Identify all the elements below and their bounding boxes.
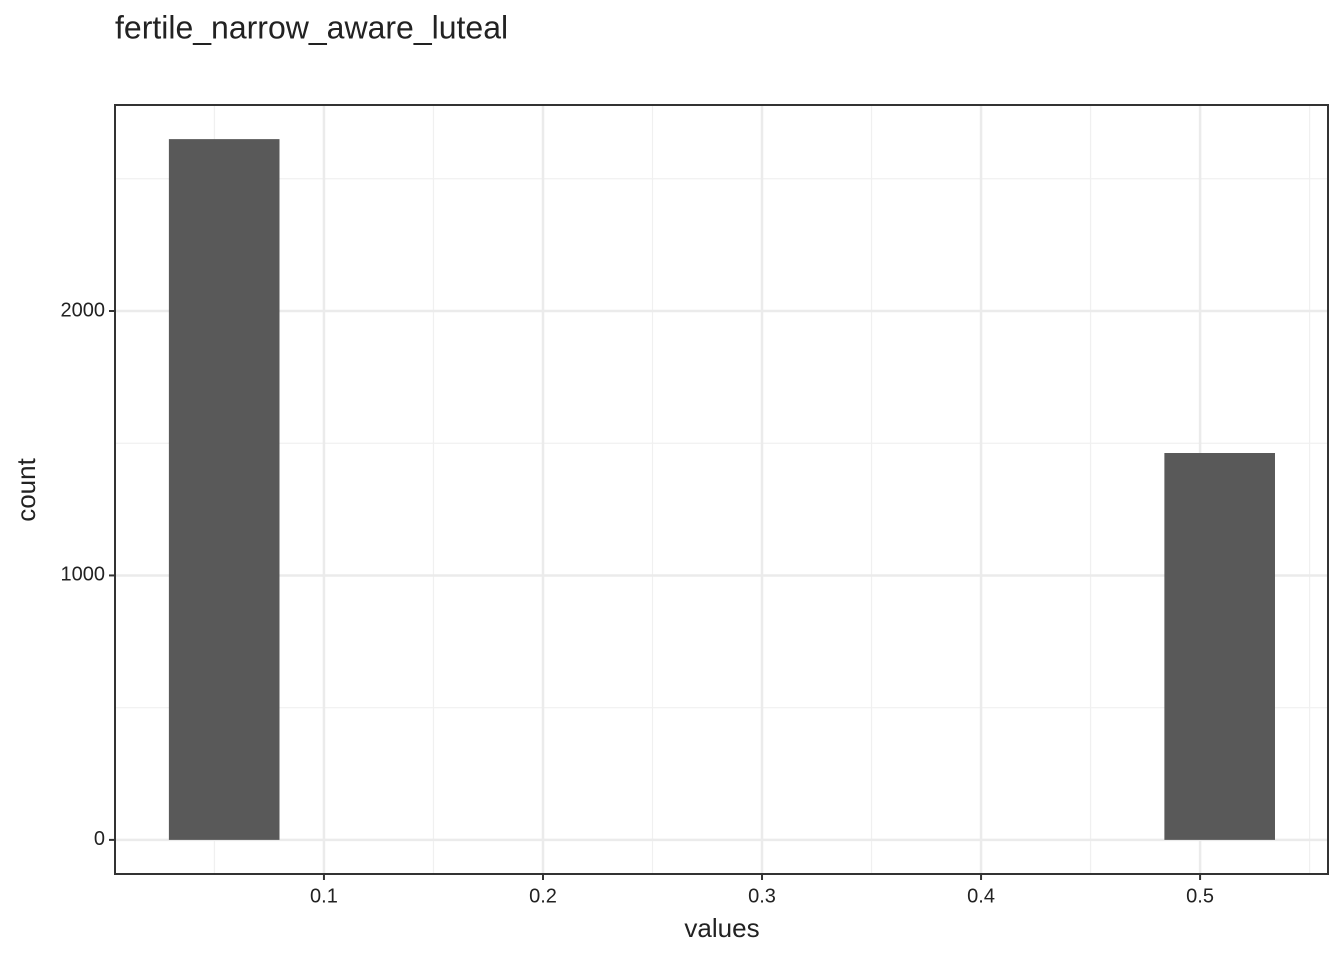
bar xyxy=(1164,453,1275,840)
y-tick-label: 2000 xyxy=(61,299,106,321)
x-tick-label: 0.2 xyxy=(529,885,557,907)
x-tick-label: 0.5 xyxy=(1186,885,1214,907)
bar xyxy=(168,139,280,840)
x-tick-label: 0.4 xyxy=(967,885,995,907)
y-axis-title: count xyxy=(11,457,41,521)
x-tick-label: 0.1 xyxy=(310,885,338,907)
chart-title: fertile_narrow_aware_luteal xyxy=(115,9,508,45)
panel-border xyxy=(114,104,1329,875)
y-tick-label: 0 xyxy=(94,828,105,850)
y-tick-label: 1000 xyxy=(61,564,106,586)
x-axis-title: values xyxy=(684,913,759,943)
x-tick-label: 0.3 xyxy=(748,885,776,907)
